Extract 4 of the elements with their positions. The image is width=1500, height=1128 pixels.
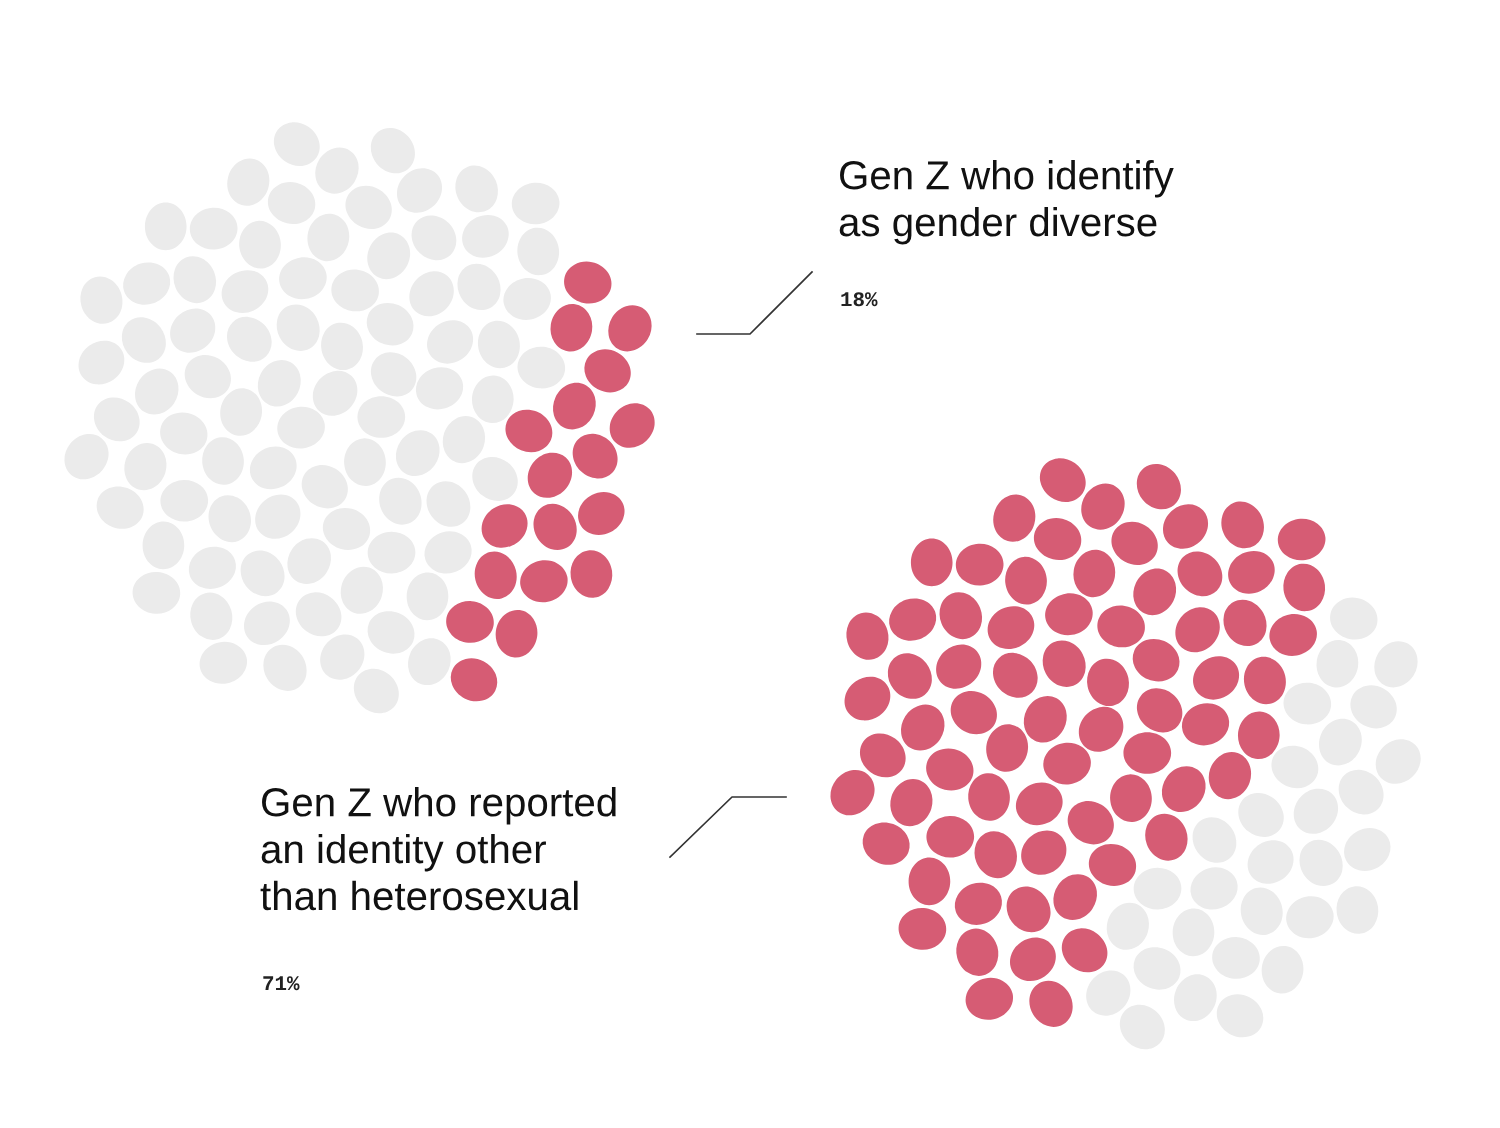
category-label: Gen Z who reported an identity other than heterosexual: [260, 787, 616, 911]
category-label: Gen Z who identify as gender diverse: [839, 160, 1174, 245]
data-label: 71%: [263, 976, 300, 991]
data-label: 18%: [841, 292, 878, 307]
